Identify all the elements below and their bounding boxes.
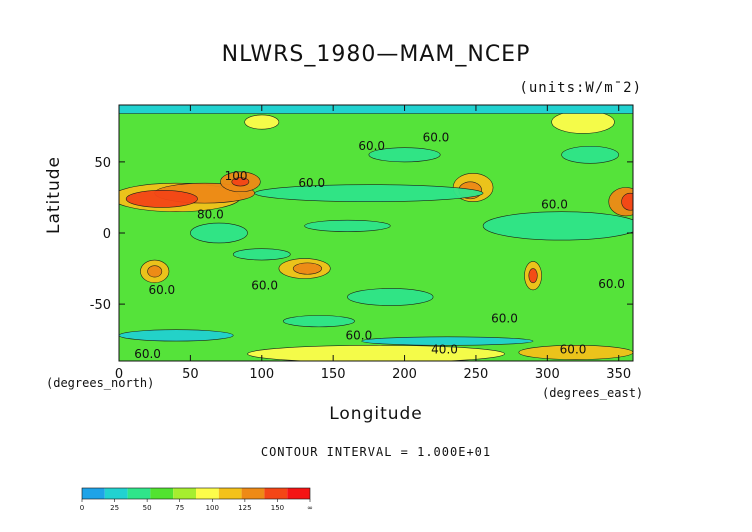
colorbar-tick-label: 150 [271, 504, 284, 512]
colorbar-tick-label: 50 [143, 504, 152, 512]
field-feature [254, 184, 484, 203]
contour-label: 60.0 [298, 176, 325, 190]
y-tick-label: 50 [94, 156, 111, 171]
field-feature [244, 114, 280, 130]
colorbar-segment [264, 488, 288, 499]
field-feature [119, 329, 234, 342]
x-tick-label: 100 [249, 367, 274, 382]
field-feature [528, 268, 538, 284]
field-feature [232, 248, 291, 261]
contour-label: 60.0 [598, 277, 625, 291]
colorbar-segment [82, 488, 105, 499]
x-tick-label: 250 [464, 367, 489, 382]
contour-label: 40.0 [431, 343, 458, 357]
contour-label: 60.0 [560, 343, 587, 357]
contour-label: 60.0 [346, 328, 373, 342]
field-feature [361, 336, 534, 346]
x-tick-label: 50 [182, 367, 199, 382]
colorbar-segment [173, 488, 196, 499]
colorbar-tick-label: 100 [206, 504, 219, 512]
colorbar-segment [287, 488, 310, 499]
field-feature [304, 219, 391, 232]
colorbar-tick-label: ∞ [307, 504, 313, 512]
contour-label: 60.0 [358, 139, 385, 153]
field-feature [621, 192, 633, 211]
contour-label: 60.0 [541, 198, 568, 212]
x-unit-note: (degrees_east) [542, 386, 644, 400]
colorbar-segment [218, 488, 242, 499]
colorbar-tick-label: 25 [110, 504, 119, 512]
contour-label: 60.0 [491, 311, 518, 325]
field-feature [482, 211, 633, 241]
y-unit-note: (degrees_north) [46, 376, 155, 390]
field-feature [551, 110, 615, 134]
field-feature [125, 190, 198, 208]
contour-label: 60.0 [148, 283, 175, 297]
field-feature [147, 265, 163, 278]
colorbar-tick-label: 75 [175, 504, 184, 512]
field-feature [561, 145, 620, 164]
field-feature [247, 345, 505, 361]
contour-label: 60.0 [251, 279, 278, 293]
y-axis-label: Latitude [44, 156, 64, 234]
units-label: (units:W/m¯2) [519, 80, 642, 96]
polar-band [119, 105, 633, 114]
x-tick-label: 0 [115, 367, 123, 382]
field-feature [347, 288, 434, 306]
colorbar-segment [150, 488, 174, 499]
field-feature [282, 315, 355, 328]
colorbar: 0 25 50 75 100 125 150 ∞ [80, 487, 313, 512]
contour-label: 100 [225, 169, 248, 183]
contour-label: 80.0 [197, 208, 224, 222]
colorbar-segment [241, 488, 265, 499]
colorbar-segment [127, 488, 151, 499]
colorbar-tick-label: 0 [80, 504, 84, 512]
plot-area: 60.0 60.0 100 60.0 80.0 60.0 60.0 60.0 60.0 60.0 6… [119, 105, 633, 361]
contour-label: 60.0 [134, 347, 161, 361]
x-tick-label: 200 [392, 367, 417, 382]
y-tick-label: -50 [90, 298, 111, 313]
x-tick-label: 350 [606, 367, 631, 382]
axis-ticks: 0 50 100 150 200 250 300 350 50 0 -50 [90, 105, 633, 382]
field-feature [368, 147, 441, 163]
x-tick-label: 150 [321, 367, 346, 382]
colorbar-frame [81, 487, 311, 500]
colorbar-segment [104, 488, 128, 499]
x-axis-label: Longitude [329, 404, 423, 424]
field-feature [190, 222, 248, 244]
field-feature [231, 177, 250, 187]
contour-label: 60.0 [423, 131, 450, 145]
x-tick-label: 300 [535, 367, 560, 382]
field-feature [292, 262, 323, 275]
colorbar-segment [196, 488, 219, 499]
chart-title: NLWRS_1980—MAM_NCEP [221, 42, 531, 67]
colorbar-tick-label: 125 [238, 504, 251, 512]
contour-interval-note: CONTOUR INTERVAL = 1.000E+01 [260, 445, 492, 459]
y-tick-label: 0 [103, 227, 111, 242]
